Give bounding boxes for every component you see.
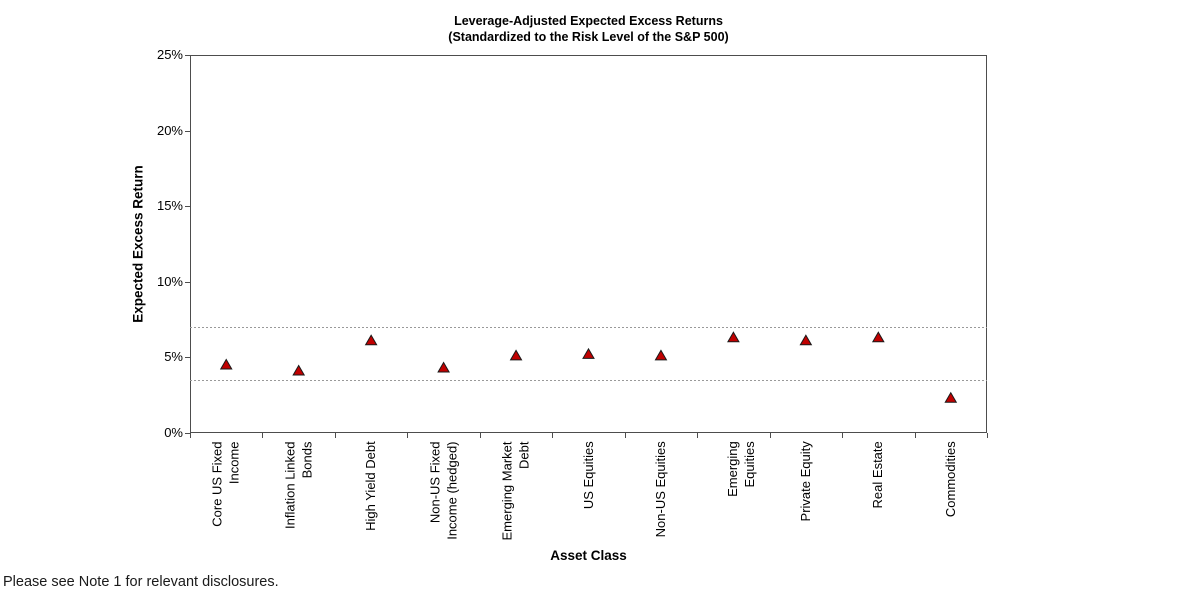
x-category-label: Non-US Fixed Income (hedged) (427, 441, 459, 540)
x-category-label: Commodities (942, 441, 958, 517)
x-category-label: Real Estate (870, 441, 886, 509)
y-tick-label: 5% (164, 349, 183, 365)
disclosure-footnote: Please see Note 1 for relevant disclosur… (3, 574, 279, 590)
plot-area-border (190, 55, 987, 433)
x-category-label: Private Equity (797, 441, 813, 522)
data-point-marker (219, 358, 233, 370)
data-point-marker (871, 331, 885, 343)
data-point-marker (799, 334, 813, 346)
y-tick-label: 0% (164, 425, 183, 440)
x-category-label: Inflation Linked Bonds (282, 441, 314, 529)
y-tick-label: 20% (156, 122, 183, 138)
y-tick-label: 15% (156, 198, 183, 214)
chart-title: Leverage-Adjusted Expected Excess Return… (454, 14, 723, 28)
y-axis-title: Expected Excess Return (130, 165, 146, 323)
x-category-label: High Yield Debt (362, 441, 378, 531)
data-point-marker (727, 331, 740, 343)
x-axis-title: Asset Class (550, 548, 627, 563)
chart-title-block: Leverage-Adjusted Expected Excess Return… (190, 13, 987, 45)
data-point-marker (509, 349, 523, 361)
data-point-marker (582, 347, 595, 359)
x-category-label: US Equities (580, 441, 596, 509)
x-category-label: Non-US Equities (652, 441, 668, 538)
data-point-marker (364, 334, 378, 346)
chart-subtitle: (Standardized to the Risk Level of the S… (448, 30, 729, 44)
data-point-marker (944, 391, 958, 403)
data-point-marker (437, 361, 450, 373)
x-category-label: Emerging Equities (725, 441, 757, 497)
y-tick-label: 10% (156, 273, 183, 289)
y-tick-label: 25% (156, 47, 183, 62)
x-category-label-wrap: Commodities (899, 441, 1003, 545)
data-point-marker (292, 364, 306, 376)
data-point-marker (654, 349, 668, 361)
x-category-label: Emerging Market Debt (499, 441, 532, 540)
x-category-label: Core US Fixed Income (209, 441, 242, 527)
